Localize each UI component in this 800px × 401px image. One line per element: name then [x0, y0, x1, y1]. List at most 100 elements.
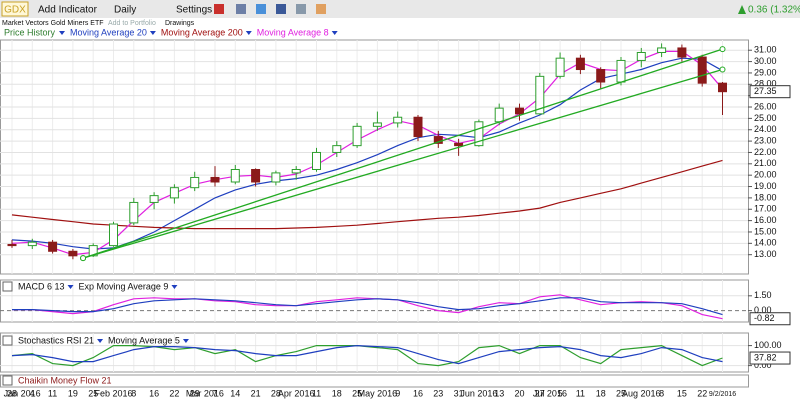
x-tick-label: 28: [271, 388, 281, 398]
menu-item[interactable]: Settings: [176, 5, 212, 16]
x-month-label: Jul 2016: [533, 388, 567, 398]
panel-frame: [0, 39, 749, 275]
y-tick-label: 100.00: [754, 340, 782, 350]
indicator-line: [11, 344, 723, 365]
candle-body: [657, 47, 667, 53]
panel-frame: [0, 332, 749, 373]
x-tick-label: 20: [514, 388, 524, 398]
portfolio-link[interactable]: Add to Portfolio: [108, 20, 156, 27]
x-tick-label: 13: [494, 388, 504, 398]
last-value: 37.82: [754, 352, 777, 362]
icon[interactable]: [256, 4, 266, 14]
x-tick-label: 11: [48, 388, 57, 398]
y-tick-label: 24.00: [754, 124, 777, 134]
legend-dropdown: [245, 31, 252, 35]
close-panel[interactable]: [2, 335, 13, 346]
trendline-handle: [719, 66, 726, 73]
legend-dropdown: [182, 339, 189, 343]
candle-body: [718, 82, 727, 93]
candle-body: [515, 107, 524, 115]
candle-body: [210, 176, 220, 183]
close-panel[interactable]: [2, 281, 13, 292]
candle-body: [230, 168, 240, 183]
legend-dropdown: [171, 285, 178, 289]
drawings-link[interactable]: Drawings: [165, 20, 195, 27]
symbol-box[interactable]: [1, 1, 29, 17]
icon[interactable]: [316, 4, 326, 14]
price-change: 0.36 (1.32%): [748, 5, 800, 16]
candle-body: [129, 201, 139, 224]
last-value-box: [749, 351, 791, 365]
y-tick-label: 1.50: [754, 290, 772, 300]
candle-body: [7, 243, 17, 247]
x-tick-label: 16: [149, 388, 159, 398]
symbol[interactable]: GDX: [4, 5, 26, 16]
y-tick-label: 28.00: [754, 79, 777, 89]
x-tick-label: Apr 2016: [278, 388, 315, 398]
indicator-line: [11, 159, 723, 230]
x-tick-label: 8: [659, 388, 664, 398]
x-tick-label: 19: [68, 388, 78, 398]
x-month-label: Jan 2016: [4, 388, 41, 398]
y-tick-label: 25.00: [754, 113, 777, 123]
candle-body: [372, 122, 382, 127]
legend-dropdown: [331, 31, 338, 35]
x-tick-label: 9: [395, 388, 400, 398]
legend-entry: Chaikin Money Flow 21: [18, 375, 112, 385]
panel-frame: [0, 374, 749, 388]
y-tick-label: 15.00: [754, 226, 777, 236]
candle-body: [677, 47, 687, 58]
y-tick-label: 22.00: [754, 147, 777, 157]
x-tick-label: Jun 2016: [460, 388, 497, 398]
legend-dropdown: [59, 31, 65, 35]
x-tick-label: 8: [131, 388, 136, 398]
candle-body: [413, 116, 423, 138]
y-tick-label: 30.00: [754, 56, 777, 66]
y-tick-label: 26.00: [754, 101, 777, 111]
x-tick-label: 25: [616, 388, 626, 398]
x-tick-label: 29: [190, 388, 200, 398]
candle-body: [291, 168, 301, 174]
y-tick-label: 29.00: [754, 67, 777, 77]
x-tick-label: Feb 2016: [94, 388, 132, 398]
candle-body: [88, 245, 98, 257]
security-name: Market Vectors Gold Miners ETF: [2, 20, 104, 27]
x-tick-label: May 2016: [358, 388, 398, 398]
last-value-box: [749, 312, 791, 326]
icon[interactable]: [236, 4, 246, 14]
y-tick-label: 21.00: [754, 158, 777, 168]
y-tick-label: 20.00: [754, 170, 777, 180]
icon[interactable]: [296, 4, 306, 14]
x-tick-label: 16: [413, 388, 423, 398]
legend-entry: Moving Average 5: [108, 335, 180, 345]
trendline: [82, 48, 723, 259]
icon[interactable]: [276, 4, 286, 14]
y-tick-label: 23.00: [754, 135, 777, 145]
trendline-handle: [80, 255, 87, 262]
candle-body: [596, 69, 606, 83]
candle-body: [454, 142, 464, 147]
y-tick-label: 13.00: [754, 249, 777, 259]
menu-item[interactable]: Daily: [114, 5, 136, 16]
candle-body: [190, 176, 200, 189]
x-tick-label: 21: [251, 388, 261, 398]
toolbar: [0, 0, 800, 18]
icon[interactable]: [214, 4, 224, 14]
candle-body: [332, 145, 342, 153]
y-tick-label: 31.00: [754, 45, 777, 55]
menu-item[interactable]: Add Indicator: [38, 5, 98, 16]
x-tick-label: 27: [535, 388, 545, 398]
close-panel[interactable]: [2, 375, 13, 386]
up-arrow: [738, 5, 746, 14]
candle-body: [271, 172, 281, 183]
candle-body: [555, 57, 565, 77]
indicator-line: [12, 294, 723, 320]
x-tick-label: 31: [454, 388, 464, 398]
legend-entry: Stochastics RSI 21: [18, 335, 94, 345]
x-tick-label: 25: [352, 388, 362, 398]
candle-body: [149, 195, 159, 203]
y-tick-label: 16.00: [754, 215, 777, 225]
x-tick-label: 5: [558, 388, 563, 398]
x-tick-label: 28: [7, 388, 17, 398]
legend-entry: Moving Average 200: [161, 27, 243, 37]
